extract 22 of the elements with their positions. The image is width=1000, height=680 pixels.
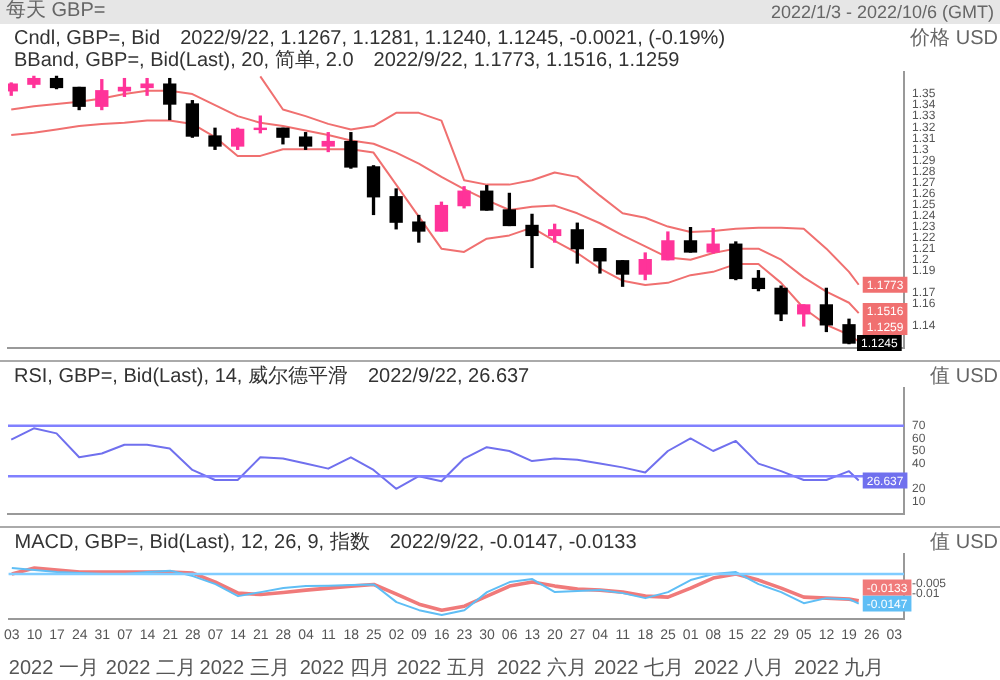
x2-tick-label: 2022 八月 <box>694 657 785 680</box>
x2-tick-label: 2022 一月 <box>8 657 99 680</box>
text: Cndl, GBP=, Bid <box>14 28 161 50</box>
x2-tick-label: 2022 三月 <box>199 657 290 680</box>
chart-subtitle: 2022/1/3 - 2022/10/6 (GMT) <box>770 0 994 24</box>
x2-tick-label: 2022 九月 <box>794 655 885 680</box>
x2-tick-label: 2022 四月 <box>299 657 390 680</box>
x2-tick-label: 2022 六月 <box>496 655 587 680</box>
chart-title: 每天 GBP= <box>6 0 106 24</box>
annotation: BBand, GBP=, Bid(Last), 20, 简单, 2.0 <box>14 48 355 72</box>
annotation: 2022/9/22, 1.1773, 1.1516, 1.1259 <box>373 50 681 72</box>
text: 2022/9/22, 1.1267, 1.1281, 1.1240, 1.1245, -0.0021, (-0.19%) <box>180 28 726 50</box>
x2-tick-label: 2022 五月 <box>396 657 487 680</box>
x2-tick-label: 2022 二月 <box>105 657 196 680</box>
annotation: 2022/9/22, 26.637 <box>367 366 531 388</box>
annotation: MACD, GBP=, Bid(Last), 12, 26, 9, 指数 <box>14 530 370 554</box>
y-axis-title: 值 USD <box>930 366 998 388</box>
y-axis-title: 价格 USD <box>908 26 998 50</box>
y-axis-title: 值 USD <box>930 532 998 554</box>
annotation: RSI, GBP=, Bid(Last), 14, 威尔德平滑 <box>14 364 348 388</box>
annotation: 2022/9/22, -0.0147, -0.0133 <box>389 532 638 554</box>
x2-tick-label: 2022 七月 <box>593 655 684 680</box>
